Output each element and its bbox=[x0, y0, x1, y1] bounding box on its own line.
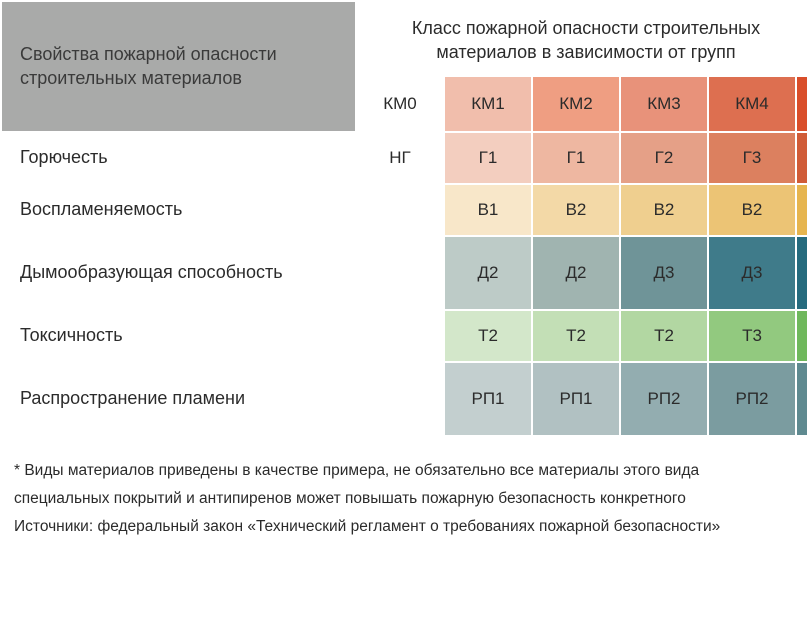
cell-2-1: Д2 bbox=[444, 236, 532, 310]
cell-0-5 bbox=[796, 132, 807, 184]
cell-4-5 bbox=[796, 362, 807, 436]
cell-2-3: Д3 bbox=[620, 236, 708, 310]
row-label-1: Воспламеняемость bbox=[1, 184, 356, 236]
fire-hazard-table-container: Свойства пожарной опасности строительных… bbox=[0, 0, 807, 437]
cell-0-2: Г1 bbox=[532, 132, 620, 184]
cell-4-4: РП2 bbox=[708, 362, 796, 436]
cell-2-5 bbox=[796, 236, 807, 310]
km-header-1: КМ1 bbox=[444, 76, 532, 132]
row-label-0: Горючесть bbox=[1, 132, 356, 184]
cell-1-4: В2 bbox=[708, 184, 796, 236]
km-header-0: КМ0 bbox=[356, 76, 444, 132]
km-header-3: КМ3 bbox=[620, 76, 708, 132]
cell-4-0 bbox=[356, 362, 444, 436]
header-right-title: Класс пожарной опасности строительных ма… bbox=[356, 1, 807, 76]
table-row: Дымообразующая способностьД2Д2Д3Д3 bbox=[1, 236, 807, 310]
row-label-2: Дымообразующая способность bbox=[1, 236, 356, 310]
cell-3-0 bbox=[356, 310, 444, 362]
cell-2-2: Д2 bbox=[532, 236, 620, 310]
cell-0-0: НГ bbox=[356, 132, 444, 184]
table-row: ТоксичностьТ2Т2Т2Т3 bbox=[1, 310, 807, 362]
footnote-line-2: специальных покрытий и антипиренов может… bbox=[14, 487, 793, 511]
header-left-title: Свойства пожарной опасности строительных… bbox=[1, 1, 356, 132]
cell-1-3: В2 bbox=[620, 184, 708, 236]
cell-2-4: Д3 bbox=[708, 236, 796, 310]
cell-4-1: РП1 bbox=[444, 362, 532, 436]
footnote-line-1: * Виды материалов приведены в качестве п… bbox=[14, 459, 793, 483]
table-row: Распространение пламениРП1РП1РП2РП2 bbox=[1, 362, 807, 436]
cell-3-5 bbox=[796, 310, 807, 362]
cell-2-0 bbox=[356, 236, 444, 310]
cell-3-4: Т3 bbox=[708, 310, 796, 362]
km-header-4: КМ4 bbox=[708, 76, 796, 132]
cell-1-2: В2 bbox=[532, 184, 620, 236]
cell-0-4: Г3 bbox=[708, 132, 796, 184]
cell-0-3: Г2 bbox=[620, 132, 708, 184]
table-row: ГорючестьНГГ1Г1Г2Г3 bbox=[1, 132, 807, 184]
cell-3-1: Т2 bbox=[444, 310, 532, 362]
table-row: ВоспламеняемостьВ1В2В2В2 bbox=[1, 184, 807, 236]
cell-1-5 bbox=[796, 184, 807, 236]
cell-3-2: Т2 bbox=[532, 310, 620, 362]
row-label-3: Токсичность bbox=[1, 310, 356, 362]
footnote-block: * Виды материалов приведены в качестве п… bbox=[0, 437, 807, 543]
cell-3-3: Т2 bbox=[620, 310, 708, 362]
row-label-4: Распространение пламени bbox=[1, 362, 356, 436]
cell-1-1: В1 bbox=[444, 184, 532, 236]
km-header-5 bbox=[796, 76, 807, 132]
footnote-line-3: Источники: федеральный закон «Технически… bbox=[14, 515, 793, 539]
cell-0-1: Г1 bbox=[444, 132, 532, 184]
fire-hazard-table: Свойства пожарной опасности строительных… bbox=[0, 0, 807, 437]
km-header-2: КМ2 bbox=[532, 76, 620, 132]
cell-4-3: РП2 bbox=[620, 362, 708, 436]
cell-4-2: РП1 bbox=[532, 362, 620, 436]
header-row-1: Свойства пожарной опасности строительных… bbox=[1, 1, 807, 76]
cell-1-0 bbox=[356, 184, 444, 236]
